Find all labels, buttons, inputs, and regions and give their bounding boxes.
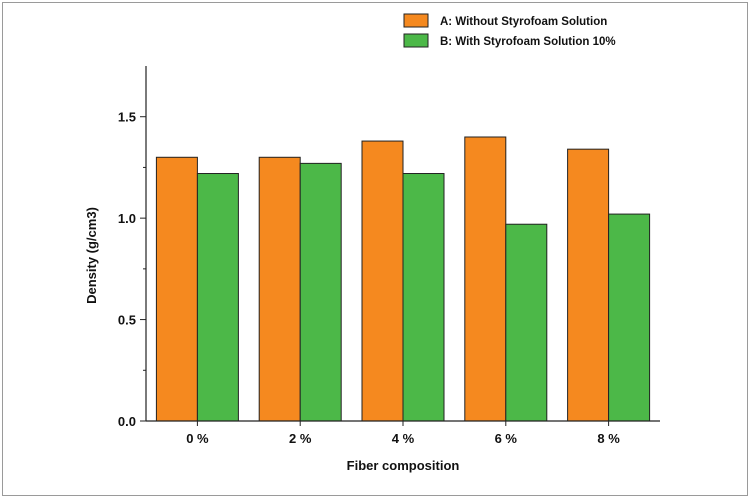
legend-swatch-a xyxy=(403,13,429,28)
y-tick-label: 0.5 xyxy=(118,313,136,328)
legend-swatch-b xyxy=(403,33,429,48)
bar-a-0 xyxy=(155,156,198,422)
x-tick-label: 2 % xyxy=(289,431,312,446)
x-axis-title: Fiber composition xyxy=(347,458,460,473)
legend: A: Without Styrofoam Solution B: With Sty… xyxy=(403,13,616,48)
y-tick-label: 1.5 xyxy=(118,110,136,125)
bar-b-0 xyxy=(196,173,239,422)
y-axis-title: Density (g/cm3) xyxy=(84,207,99,304)
bar-b-2 xyxy=(402,173,445,422)
bar-a-4 xyxy=(567,148,610,422)
legend-label-b: B: With Styrofoam Solution 10% xyxy=(440,36,616,48)
bar-a-1 xyxy=(258,156,301,422)
x-tick-label: 4 % xyxy=(392,431,415,446)
y-tick-label: 0.0 xyxy=(118,414,136,429)
x-tick-label: 0 % xyxy=(186,431,209,446)
x-tick-label: 6 % xyxy=(495,431,518,446)
axes-group: 0 % 2 % 4 % 6 % 8 % 0.0 0.5 1.0 1.5 xyxy=(118,66,660,446)
x-tick-label: 8 % xyxy=(597,431,620,446)
bar-b-4 xyxy=(608,213,651,422)
bars-group xyxy=(155,136,651,422)
bar-b-1 xyxy=(299,162,342,422)
bar-b-3 xyxy=(505,223,548,422)
legend-label-a: A: Without Styrofoam Solution xyxy=(440,16,607,28)
y-tick-label: 1.0 xyxy=(118,211,136,226)
bar-a-3 xyxy=(464,136,507,422)
bar-a-2 xyxy=(361,140,404,422)
